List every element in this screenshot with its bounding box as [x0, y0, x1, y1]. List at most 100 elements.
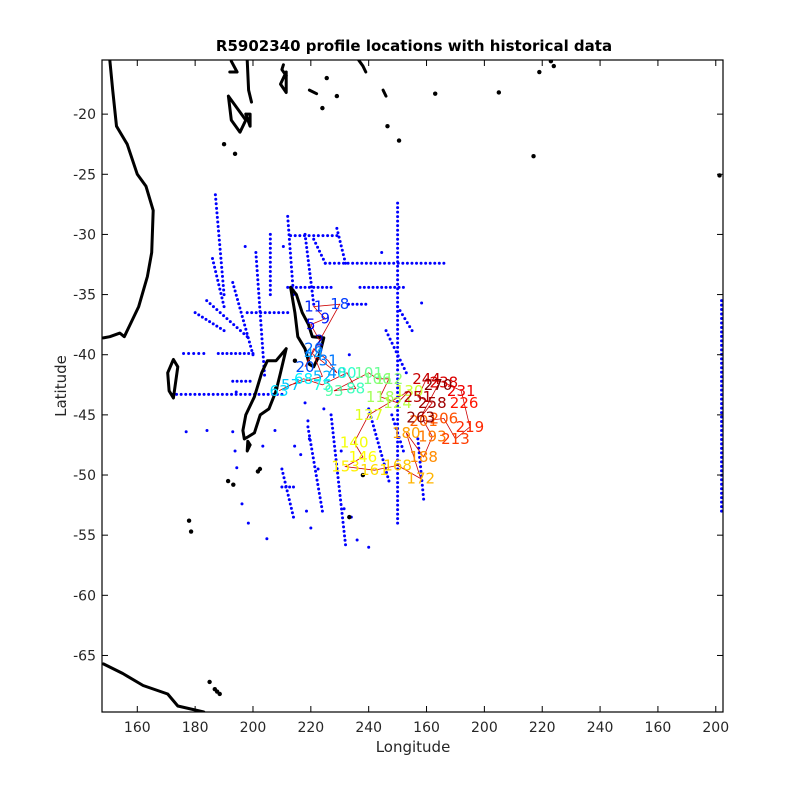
- historical-point: [344, 543, 348, 547]
- historical-point: [294, 285, 298, 289]
- island: [334, 93, 340, 99]
- historical-point: [214, 270, 218, 274]
- y-axis: -20 -25 -30 -35 -40 -45 -50 -55 -60 -65: [73, 107, 723, 664]
- historical-point: [291, 485, 295, 489]
- historical-point: [396, 228, 400, 232]
- profile-number-label: 180: [392, 424, 421, 442]
- historical-point: [249, 344, 253, 348]
- historical-point: [289, 260, 293, 264]
- historical-point: [404, 371, 408, 375]
- historical-point: [396, 386, 400, 390]
- island: [257, 466, 263, 472]
- historical-point: [215, 308, 219, 312]
- historical-point: [216, 224, 220, 228]
- historical-point: [419, 465, 423, 469]
- historical-point: [313, 465, 317, 469]
- historical-point: [268, 283, 272, 287]
- historical-point: [396, 390, 400, 394]
- historical-point: [316, 285, 320, 289]
- historical-point: [402, 367, 406, 371]
- historical-point: [396, 440, 400, 444]
- historical-point: [205, 299, 209, 303]
- y-tick-label: -35: [73, 288, 96, 304]
- x-tick-label: 220: [529, 720, 556, 736]
- historical-point: [384, 329, 388, 333]
- historical-point: [720, 424, 723, 428]
- historical-point: [218, 247, 222, 251]
- historical-point: [371, 424, 375, 428]
- coastline: [102, 662, 206, 712]
- y-tick-label: -30: [73, 227, 96, 243]
- historical-point: [396, 503, 400, 507]
- historical-point: [255, 264, 259, 268]
- historical-point: [261, 350, 265, 354]
- island: [385, 123, 390, 129]
- historical-point: [215, 206, 219, 210]
- historical-point: [254, 255, 258, 259]
- island: [292, 358, 298, 363]
- historical-point: [256, 282, 260, 286]
- historical-point: [720, 509, 723, 513]
- historical-point: [373, 428, 377, 432]
- historical-point: [262, 360, 266, 364]
- historical-point: [332, 440, 336, 444]
- historical-point: [187, 352, 191, 356]
- historical-point: [220, 392, 224, 396]
- historical-point: [307, 263, 311, 267]
- coastline: [245, 60, 253, 104]
- historical-point: [280, 392, 284, 396]
- historical-point: [221, 283, 225, 287]
- historical-point: [379, 449, 383, 453]
- historical-point: [306, 425, 310, 429]
- historical-point: [304, 509, 308, 513]
- historical-point: [317, 491, 321, 495]
- profile-number-label: 63: [269, 382, 288, 400]
- historical-point: [286, 219, 290, 223]
- profile-number-label: 153: [331, 458, 360, 476]
- historical-point: [396, 305, 400, 309]
- plot-frame: [101, 59, 724, 713]
- historical-point: [396, 413, 400, 417]
- historical-point: [333, 444, 337, 448]
- y-tick-label: -25: [73, 167, 96, 183]
- coastline: [228, 60, 239, 74]
- historical-point: [720, 415, 723, 419]
- historical-point: [378, 261, 382, 265]
- historical-point: [335, 226, 339, 230]
- historical-point: [396, 494, 400, 498]
- historical-point: [262, 392, 266, 396]
- y-tick-label: -40: [73, 348, 96, 364]
- historical-point: [225, 352, 229, 356]
- historical-point: [230, 392, 234, 396]
- historical-point: [396, 251, 400, 255]
- historical-point: [250, 348, 254, 352]
- historical-point: [299, 453, 303, 457]
- historical-point: [396, 508, 400, 512]
- historical-point: [330, 417, 334, 421]
- historical-point: [720, 455, 723, 459]
- historical-point: [257, 296, 261, 300]
- historical-point: [331, 431, 335, 435]
- historical-point: [335, 462, 339, 466]
- historical-point: [338, 489, 342, 493]
- historical-point: [316, 483, 320, 487]
- historical-point: [335, 467, 339, 471]
- historical-point: [401, 261, 405, 265]
- historical-point: [277, 311, 281, 315]
- coastline: [357, 60, 368, 74]
- historical-point: [288, 247, 292, 251]
- historical-point: [208, 302, 212, 306]
- historical-point: [221, 279, 225, 283]
- historical-point: [286, 285, 290, 289]
- y-axis-label: Latitude: [52, 355, 70, 417]
- historical-point: [289, 256, 293, 260]
- historical-point: [216, 278, 220, 282]
- historical-point: [268, 242, 272, 246]
- historical-point: [390, 413, 394, 417]
- historical-point: [311, 451, 315, 455]
- island: [396, 138, 402, 143]
- historical-point: [720, 303, 723, 307]
- historical-point: [396, 246, 400, 250]
- historical-point: [408, 325, 412, 329]
- historical-point: [720, 482, 723, 486]
